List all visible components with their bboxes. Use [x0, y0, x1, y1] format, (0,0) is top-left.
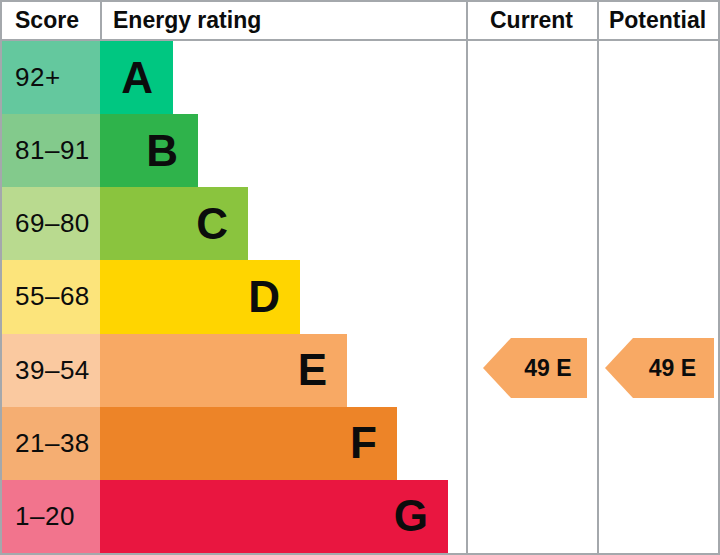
band-bar-b: B	[100, 114, 198, 187]
band-score-range: 39–54	[2, 334, 100, 407]
current-column-divider	[466, 2, 468, 553]
band-row-d: 55–68 D	[2, 260, 718, 333]
band-letter: B	[146, 129, 178, 173]
band-letter: G	[394, 494, 428, 538]
band-bar-e: E	[100, 334, 347, 407]
band-score-range: 55–68	[2, 260, 100, 333]
chart-header: Score Energy rating Current Potential	[2, 2, 718, 41]
band-score-range: 1–20	[2, 480, 100, 553]
band-row-c: 69–80 C	[2, 187, 718, 260]
band-score-range: 92+	[2, 41, 100, 114]
band-score-range: 21–38	[2, 407, 100, 480]
score-column-divider	[100, 2, 102, 39]
current-rating-value: 49 E	[498, 355, 571, 382]
band-letter: A	[121, 56, 153, 100]
band-bar-c: C	[100, 187, 248, 260]
band-letter: C	[196, 202, 228, 246]
band-score-range: 81–91	[2, 114, 100, 187]
band-row-f: 21–38 F	[2, 407, 718, 480]
band-bar-d: D	[100, 260, 300, 333]
band-row-g: 1–20 G	[2, 480, 718, 553]
header-energy-rating: Energy rating	[113, 2, 261, 39]
potential-column-divider	[597, 2, 599, 553]
epc-rating-chart: Score Energy rating Current Potential 92…	[0, 0, 720, 555]
band-letter: D	[248, 275, 280, 319]
header-score: Score	[15, 2, 79, 39]
band-bar-a: A	[100, 41, 173, 114]
band-bar-f: F	[100, 407, 397, 480]
potential-rating-value: 49 E	[623, 355, 696, 382]
rating-bands: 92+ A 81–91 B 69–80 C 55–68 D 39–54 E 21…	[2, 41, 718, 553]
header-current: Current	[466, 2, 597, 39]
header-potential: Potential	[597, 2, 718, 39]
band-letter: F	[350, 421, 377, 465]
band-row-b: 81–91 B	[2, 114, 718, 187]
band-letter: E	[298, 348, 327, 392]
band-score-range: 69–80	[2, 187, 100, 260]
band-bar-g: G	[100, 480, 448, 553]
band-row-a: 92+ A	[2, 41, 718, 114]
